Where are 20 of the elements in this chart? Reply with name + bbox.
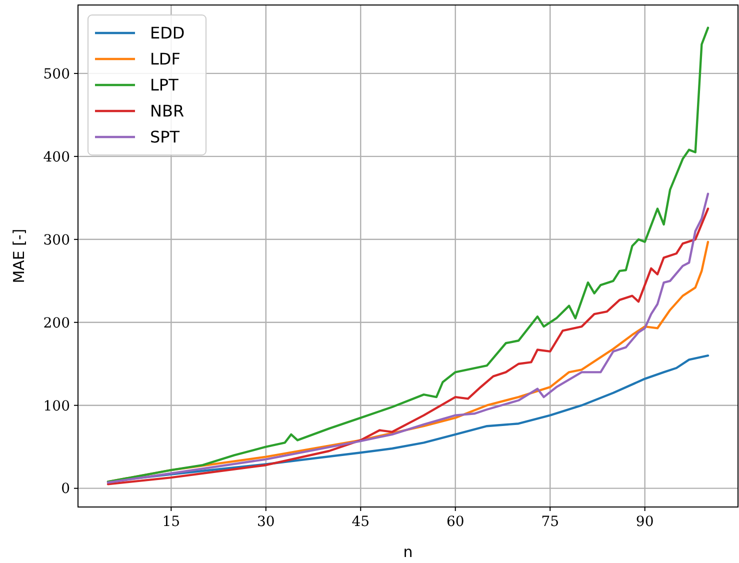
x-tick-label: 30 <box>256 514 275 530</box>
x-axis-title: n <box>403 543 413 561</box>
y-tick-label: 100 <box>43 398 70 414</box>
legend-label: LPT <box>150 76 179 95</box>
x-tick-label: 45 <box>352 514 370 530</box>
legend-label: NBR <box>150 102 184 121</box>
x-tick-label: 15 <box>162 514 180 530</box>
x-tick-label: 60 <box>446 514 464 530</box>
y-axis-title: MAE [-] <box>10 228 28 284</box>
legend-label: SPT <box>150 128 180 147</box>
y-tick-label: 200 <box>43 315 70 332</box>
y-tick-label: 300 <box>43 232 70 248</box>
y-tick-label: 0 <box>61 481 70 498</box>
line-series <box>106 26 710 483</box>
legend-label: EDD <box>150 24 185 43</box>
x-tick-label: 75 <box>541 514 560 530</box>
y-tick-label: 500 <box>43 66 70 82</box>
y-tick-label: 400 <box>43 149 70 166</box>
legend-label: LDF <box>150 50 180 69</box>
x-tick-label: 90 <box>636 514 654 530</box>
